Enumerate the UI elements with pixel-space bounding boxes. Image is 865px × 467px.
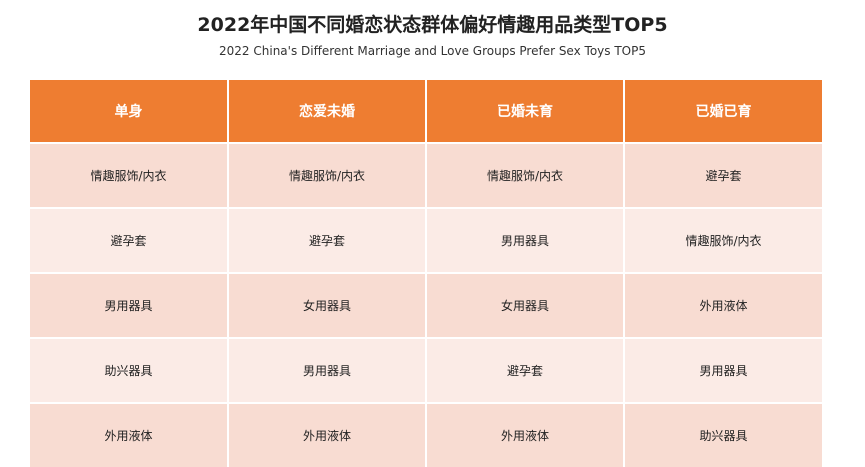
table-cell: 情趣服饰/内衣 — [227, 142, 426, 208]
column-header: 已婚未育 — [425, 80, 624, 143]
table-cell: 外用液体 — [30, 402, 228, 467]
column-header: 恋爱未婚 — [227, 80, 426, 143]
table-cell: 避孕套 — [623, 142, 822, 208]
subtitle: 2022 China's Different Marriage and Love… — [219, 44, 646, 58]
table-cell: 男用器具 — [30, 272, 228, 338]
table: 单身 恋爱未婚 已婚未育 已婚已育 情趣服饰/内衣 情趣服饰/内衣 情趣服饰/内衣 避孕套 避孕… — [30, 80, 822, 467]
table-cell: 外用液体 — [227, 402, 426, 467]
table-row: 外用液体 外用液体 外用液体 助兴器具 — [30, 402, 822, 467]
column-header: 单身 — [30, 80, 228, 143]
table-row: 助兴器具 男用器具 避孕套 男用器具 — [30, 337, 822, 403]
table-cell: 男用器具 — [425, 207, 624, 273]
table-cell: 女用器具 — [227, 272, 426, 338]
table-row: 避孕套 避孕套 男用器具 情趣服饰/内衣 — [30, 207, 822, 273]
table-cell: 女用器具 — [425, 272, 624, 338]
table-cell: 外用液体 — [425, 402, 624, 467]
table-cell: 男用器具 — [227, 337, 426, 403]
table-cell: 外用液体 — [623, 272, 822, 338]
table-cell: 避孕套 — [227, 207, 426, 273]
table-cell: 情趣服饰/内衣 — [30, 142, 228, 208]
title: 2022年中国不同婚恋状态群体偏好情趣用品类型TOP5 — [197, 14, 668, 36]
table-cell: 助兴器具 — [30, 337, 228, 403]
column-header: 已婚已育 — [623, 80, 822, 143]
table-cell: 情趣服饰/内衣 — [425, 142, 624, 208]
table-row: 情趣服饰/内衣 情趣服饰/内衣 情趣服饰/内衣 避孕套 — [30, 142, 822, 208]
table-cell: 男用器具 — [623, 337, 822, 403]
table-cell: 情趣服饰/内衣 — [623, 207, 822, 273]
table-cell: 避孕套 — [30, 207, 228, 273]
table-row: 男用器具 女用器具 女用器具 外用液体 — [30, 272, 822, 338]
table-cell: 助兴器具 — [623, 402, 822, 467]
table-cell: 避孕套 — [425, 337, 624, 403]
